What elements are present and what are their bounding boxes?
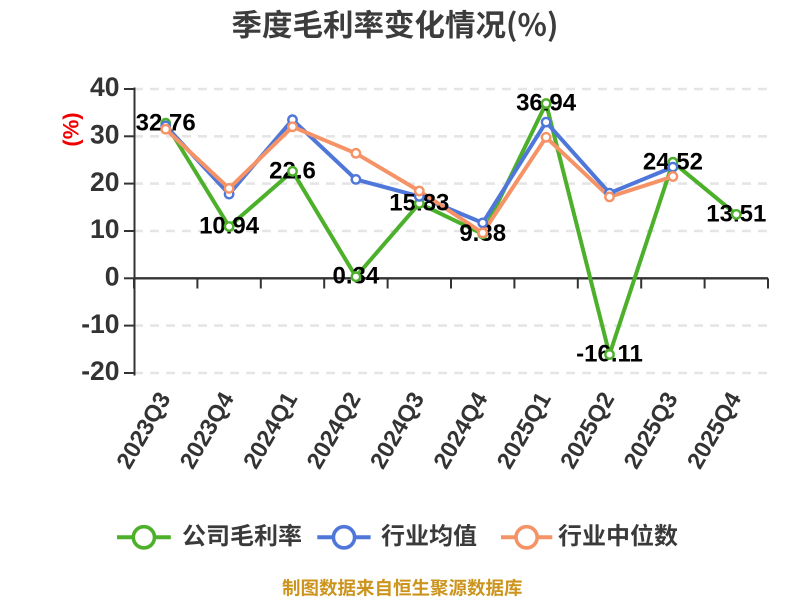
svg-text:-20: -20 [81, 356, 119, 386]
svg-text:-10: -10 [81, 309, 119, 339]
svg-text:40: 40 [90, 72, 119, 102]
svg-text:(%): (%) [59, 112, 84, 146]
svg-text:30: 30 [90, 120, 119, 150]
svg-text:20: 20 [90, 167, 119, 197]
svg-text:0: 0 [105, 262, 120, 292]
svg-text:10: 10 [90, 214, 119, 244]
